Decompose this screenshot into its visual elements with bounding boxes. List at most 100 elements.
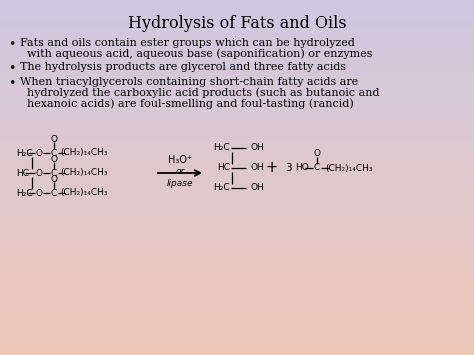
Bar	[0, 53, 474, 55]
Bar	[0, 282, 474, 284]
Text: H₂C: H₂C	[16, 148, 33, 158]
Bar	[0, 64, 474, 66]
Bar	[0, 41, 474, 43]
Bar	[0, 21, 474, 23]
Bar	[0, 55, 474, 57]
Bar	[0, 197, 474, 199]
Bar	[0, 110, 474, 112]
Bar	[0, 312, 474, 314]
Bar	[0, 25, 474, 27]
Text: The hydrolysis products are glycerol and three fatty acids: The hydrolysis products are glycerol and…	[20, 62, 346, 72]
Bar	[0, 20, 474, 21]
Bar	[0, 154, 474, 156]
Bar	[0, 318, 474, 320]
Bar	[0, 4, 474, 5]
Bar	[0, 334, 474, 335]
Bar	[0, 34, 474, 36]
Bar	[0, 238, 474, 240]
Bar	[0, 243, 474, 245]
Bar	[0, 320, 474, 321]
Bar	[0, 295, 474, 296]
Bar	[0, 57, 474, 59]
Bar	[0, 233, 474, 234]
Text: lipase: lipase	[167, 180, 193, 189]
Bar	[0, 12, 474, 14]
Bar	[0, 284, 474, 286]
Text: OH: OH	[251, 184, 265, 192]
Bar	[0, 85, 474, 87]
Text: O: O	[313, 149, 320, 158]
Text: O: O	[36, 148, 43, 158]
Bar	[0, 314, 474, 316]
Bar	[0, 76, 474, 78]
Bar	[0, 327, 474, 328]
Bar	[0, 293, 474, 295]
Bar	[0, 217, 474, 218]
Text: O: O	[51, 135, 57, 143]
Bar	[0, 71, 474, 73]
Bar	[0, 190, 474, 192]
Bar	[0, 142, 474, 144]
Bar	[0, 138, 474, 140]
Bar	[0, 32, 474, 34]
Bar	[0, 82, 474, 83]
Bar	[0, 335, 474, 337]
Text: +: +	[266, 160, 278, 175]
Bar	[0, 307, 474, 309]
Bar	[0, 291, 474, 293]
Bar	[0, 288, 474, 289]
Bar	[0, 46, 474, 48]
Bar	[0, 94, 474, 96]
Bar	[0, 156, 474, 158]
Bar	[0, 213, 474, 215]
Bar	[0, 23, 474, 25]
Bar	[0, 39, 474, 41]
Bar	[0, 28, 474, 30]
Bar	[0, 328, 474, 330]
Bar	[0, 179, 474, 181]
Bar	[0, 264, 474, 266]
Bar	[0, 215, 474, 217]
Bar	[0, 137, 474, 138]
Bar	[0, 167, 474, 169]
Bar	[0, 252, 474, 254]
Bar	[0, 146, 474, 147]
Bar	[0, 174, 474, 176]
Text: (CH₂)₁₄CH₃: (CH₂)₁₄CH₃	[325, 164, 373, 173]
Bar	[0, 229, 474, 231]
Bar	[0, 144, 474, 146]
Bar	[0, 128, 474, 130]
Bar	[0, 78, 474, 80]
Bar	[0, 304, 474, 305]
Text: (CH₂)₁₄CH₃: (CH₂)₁₄CH₃	[60, 148, 108, 158]
Bar	[0, 277, 474, 279]
Bar	[0, 11, 474, 12]
Bar	[0, 98, 474, 99]
Bar	[0, 305, 474, 307]
Bar	[0, 183, 474, 185]
Bar	[0, 218, 474, 220]
Bar	[0, 201, 474, 202]
Text: HO: HO	[295, 164, 309, 173]
Bar	[0, 87, 474, 89]
Text: hexanoic acids) are foul-smelling and foul-tasting (rancid): hexanoic acids) are foul-smelling and fo…	[20, 99, 354, 109]
Bar	[0, 272, 474, 273]
Bar	[0, 266, 474, 268]
Bar	[0, 165, 474, 167]
Bar	[0, 119, 474, 121]
Text: with aqueous acid, aqueous base (saponification) or enzymes: with aqueous acid, aqueous base (saponif…	[20, 49, 373, 59]
Bar	[0, 73, 474, 75]
Bar	[0, 181, 474, 183]
Bar	[0, 108, 474, 110]
Bar	[0, 126, 474, 128]
Text: H₂C: H₂C	[213, 184, 230, 192]
Text: O: O	[36, 189, 43, 197]
Bar	[0, 83, 474, 85]
Bar	[0, 9, 474, 11]
Text: (CH₂)₁₄CH₃: (CH₂)₁₄CH₃	[60, 169, 108, 178]
Bar	[0, 248, 474, 250]
Bar	[0, 176, 474, 178]
Bar	[0, 279, 474, 280]
Bar	[0, 115, 474, 117]
Bar	[0, 323, 474, 325]
